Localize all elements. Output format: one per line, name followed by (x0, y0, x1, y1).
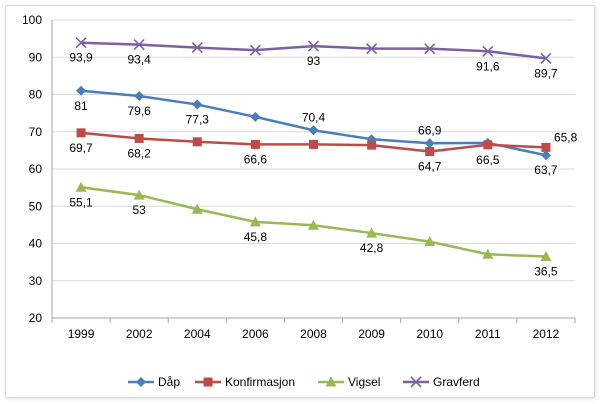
x-tick-label: 2006 (242, 327, 269, 341)
data-label: 93,9 (69, 51, 93, 65)
y-tick-label: 50 (29, 199, 43, 213)
marker-x-stroke (249, 44, 261, 56)
data-label: 79,6 (127, 104, 151, 118)
y-tick-label: 70 (29, 125, 43, 139)
data-label: 63,7 (534, 163, 558, 177)
marker-x (133, 39, 145, 51)
marker-x (249, 44, 261, 56)
marker-triangle (308, 219, 319, 230)
data-label: 45,8 (244, 230, 268, 244)
legend-label: Gravferd (433, 375, 480, 389)
data-label: 93,4 (127, 53, 151, 67)
data-label: 91,6 (476, 59, 500, 73)
marker-triangle (366, 227, 378, 238)
data-label: 66,9 (418, 123, 442, 137)
legend-label: Konfirmasjon (225, 375, 295, 389)
data-label: 66,5 (476, 153, 500, 167)
marker-diamond (250, 111, 261, 122)
marker-x-stroke (410, 376, 422, 388)
data-label: 42,8 (360, 241, 384, 255)
marker-diamond (540, 150, 551, 161)
y-tick-label: 40 (29, 237, 43, 251)
data-label: 55,1 (69, 195, 93, 209)
marker-x (482, 45, 494, 57)
y-tick-label: 80 (29, 88, 43, 102)
marker-square (425, 146, 435, 156)
marker-square (76, 128, 86, 138)
marker-triangle (249, 216, 261, 227)
y-tick-label: 60 (29, 162, 43, 176)
data-label: 93 (307, 54, 321, 68)
marker-square (134, 133, 144, 143)
marker-diamond (76, 85, 87, 96)
data-label: 89,7 (534, 66, 558, 80)
data-label: 66,6 (244, 152, 268, 166)
x-tick-label: 2011 (475, 327, 501, 341)
marker-x-stroke (307, 40, 320, 52)
marker-triangle (540, 251, 552, 262)
marker-square (541, 142, 551, 152)
legend-label: Dåp (158, 375, 180, 389)
x-tick-label: 2002 (126, 327, 153, 341)
marker-x (366, 43, 378, 55)
data-label: 65,8 (554, 130, 578, 144)
marker-triangle (75, 181, 87, 192)
data-label: 36,5 (534, 265, 558, 279)
y-tick-label: 20 (29, 311, 43, 325)
x-tick-label: 2012 (533, 327, 560, 341)
marker-x-stroke (191, 41, 203, 54)
marker-diamond (192, 99, 203, 110)
marker-triangle (325, 376, 337, 387)
marker-diamond (134, 90, 145, 101)
chart-frame (5, 5, 595, 398)
x-tick-label: 1999 (68, 327, 95, 341)
data-label: 70,4 (302, 110, 326, 124)
marker-diamond (308, 125, 319, 136)
marker-x-stroke (366, 43, 378, 55)
marker-x-stroke (482, 45, 494, 57)
marker-diamond (424, 138, 435, 149)
data-label: 81 (74, 99, 88, 113)
marker-x (75, 37, 87, 49)
marker-square (367, 140, 377, 150)
x-tick-label: 2008 (300, 327, 327, 341)
marker-square (309, 139, 318, 149)
marker-square (483, 140, 493, 150)
data-label: 64,7 (418, 159, 442, 173)
marker-x (191, 41, 203, 54)
marker-square (250, 139, 260, 149)
marker-x (307, 40, 320, 52)
y-tick-label: 100 (22, 13, 42, 27)
x-tick-label: 2010 (416, 327, 443, 341)
data-label: 77,3 (186, 113, 210, 127)
data-label: 69,7 (69, 141, 93, 155)
marker-x-stroke (133, 39, 145, 51)
marker-x-stroke (424, 43, 436, 55)
marker-triangle (191, 203, 203, 214)
marker-triangle (133, 189, 145, 200)
legend-label: Vigsel (348, 375, 380, 389)
marker-x (540, 52, 552, 64)
marker-square (203, 377, 213, 387)
marker-triangle (482, 248, 494, 259)
y-tick-label: 90 (29, 50, 43, 64)
data-label: 68,2 (127, 146, 151, 160)
marker-diamond (136, 377, 146, 387)
marker-x (410, 376, 422, 388)
data-label: 53 (132, 203, 146, 217)
y-tick-label: 30 (29, 274, 43, 288)
x-tick-label: 2009 (358, 327, 385, 341)
marker-x-stroke (75, 37, 87, 49)
x-tick-label: 2004 (184, 327, 211, 341)
marker-x-stroke (540, 52, 552, 64)
marker-x (424, 43, 436, 55)
marker-triangle (424, 236, 436, 247)
marker-square (192, 137, 202, 147)
